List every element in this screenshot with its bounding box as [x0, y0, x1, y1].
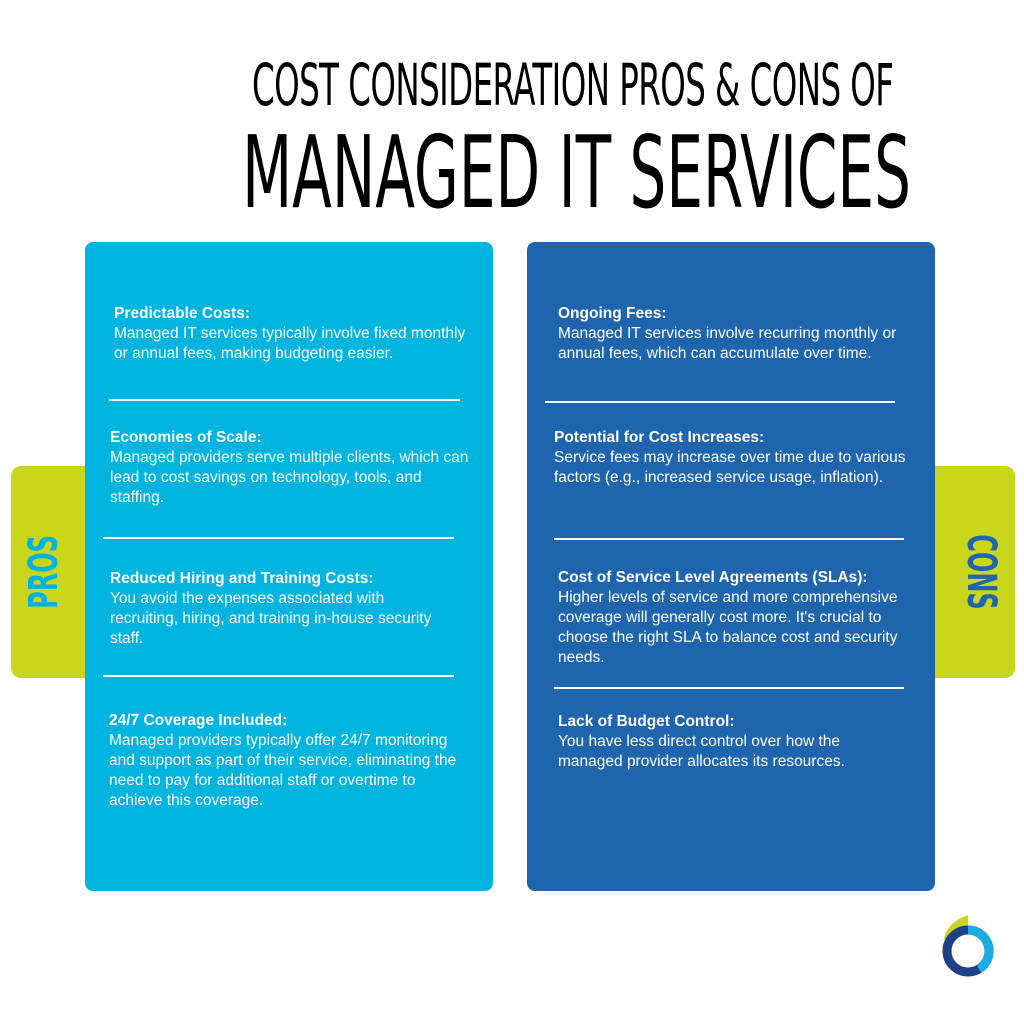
pros-item-body: You avoid the expenses associated with r…	[110, 590, 432, 647]
title-line-1: COST CONSIDERATION PROS & CONS OF	[0, 50, 1024, 120]
cons-panel: Ongoing Fees: Managed IT services involv…	[527, 242, 935, 891]
cons-item-body: Service fees may increase over time due …	[554, 449, 906, 486]
cons-item-heading: Cost of Service Level Agreements (SLAs):	[558, 569, 868, 586]
cons-item-heading: Potential for Cost Increases:	[554, 429, 765, 446]
ring-logo-icon	[942, 915, 994, 977]
pros-item-heading: Reduced Hiring and Training Costs:	[110, 570, 374, 587]
pros-item-heading: Predictable Costs:	[114, 305, 251, 322]
cons-item-body: You have less direct control over how th…	[558, 733, 845, 770]
divider	[554, 687, 904, 689]
cons-item-body: Managed IT services involve recurring mo…	[558, 325, 897, 362]
pros-item-heading: 24/7 Coverage Included:	[109, 712, 288, 729]
divider	[545, 401, 895, 403]
cons-item: Potential for Cost Increases: Service fe…	[554, 428, 914, 488]
title-line-1-text: COST CONSIDERATION PROS & CONS OF	[251, 51, 894, 119]
divider	[103, 675, 454, 677]
title-line-2: MANAGED IT SERVICES	[0, 118, 1024, 228]
pros-item: Predictable Costs: Managed IT services t…	[114, 304, 474, 364]
pros-item: 24/7 Coverage Included: Managed provider…	[109, 711, 459, 811]
divider	[103, 537, 454, 539]
cons-item: Lack of Budget Control: You have less di…	[558, 712, 908, 772]
pros-item-body: Managed providers serve multiple clients…	[110, 449, 469, 506]
cons-item-body: Higher levels of service and more compre…	[558, 589, 898, 666]
pros-item-body: Managed providers typically offer 24/7 m…	[109, 732, 457, 809]
pros-item-body: Managed IT services typically involve fi…	[114, 325, 466, 362]
cons-item-heading: Lack of Budget Control:	[558, 713, 735, 730]
divider	[554, 538, 904, 540]
pros-item: Economies of Scale: Managed providers se…	[110, 428, 470, 508]
divider	[109, 399, 460, 401]
pros-item: Reduced Hiring and Training Costs: You a…	[110, 569, 455, 649]
pros-tab-label: PROS	[21, 535, 67, 609]
cons-tab-label: CONS	[958, 534, 1004, 610]
pros-panel: Predictable Costs: Managed IT services t…	[85, 242, 493, 891]
cons-item: Cost of Service Level Agreements (SLAs):…	[558, 568, 918, 668]
title-line-2-text: MANAGED IT SERVICES	[242, 114, 911, 231]
cons-item: Ongoing Fees: Managed IT services involv…	[558, 304, 903, 364]
pros-item-heading: Economies of Scale:	[110, 429, 262, 446]
cons-item-heading: Ongoing Fees:	[558, 305, 667, 322]
